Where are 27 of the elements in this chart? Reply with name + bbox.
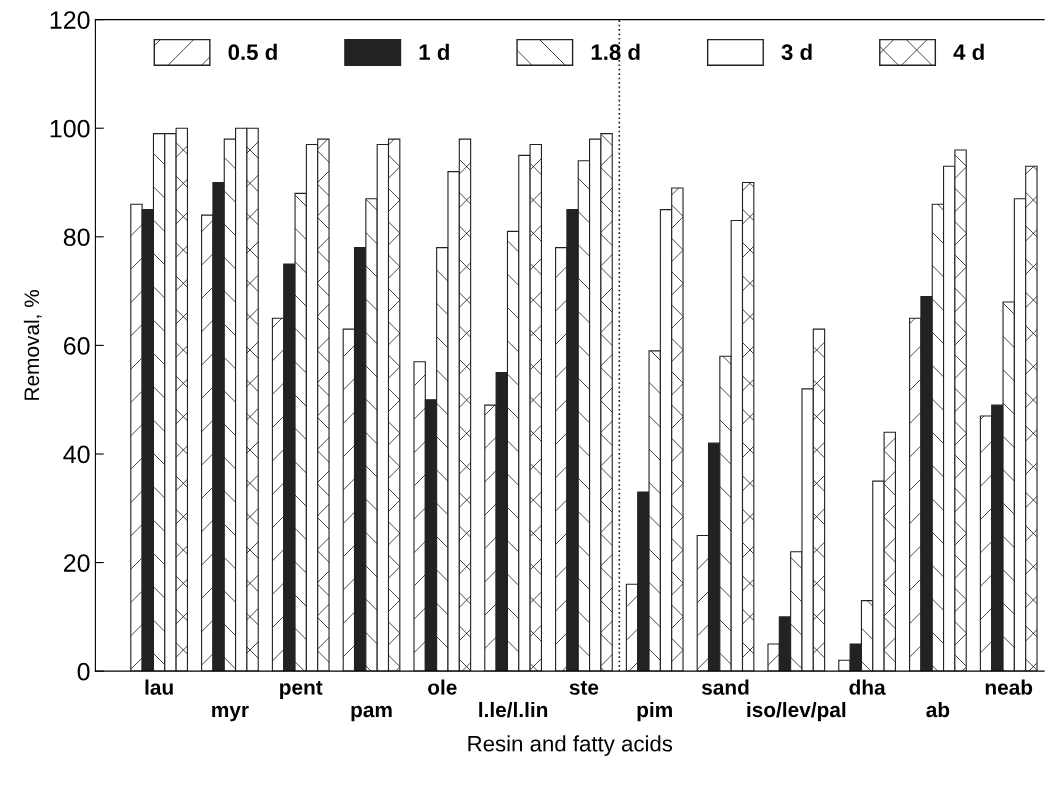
legend-label: 4 d (953, 43, 984, 61)
y-tick-label: 60 (64, 337, 90, 355)
x-tick-label: myr (212, 705, 249, 722)
y-tick-label: 120 (50, 11, 90, 29)
x-tick-label: pam (351, 705, 392, 722)
legend-label: 3 d (781, 43, 812, 61)
x-tick-label: pim (637, 701, 672, 722)
x-tick-label: ole (428, 679, 457, 695)
x-axis-title: Resin and fatty acids (468, 735, 673, 756)
y-tick-label: 0 (77, 662, 90, 681)
x-tick-label: ste (569, 681, 599, 695)
legend-label: 1.8 d (591, 43, 640, 61)
x-tick-label: lau (145, 679, 173, 695)
y-tick-label: 100 (50, 119, 90, 138)
y-axis-title: Removal, % (23, 289, 42, 400)
y-tick-label: 80 (63, 228, 90, 247)
x-tick-label: dha (849, 679, 886, 695)
legend-label: 0.5 d (228, 43, 277, 61)
x-tick-label: pent (280, 681, 323, 699)
legend-label: 1 d (419, 43, 449, 61)
x-tick-label: l.le/l.lin (479, 701, 548, 718)
y-tick-label: 20 (63, 554, 90, 572)
x-tick-label: iso/lev/pal (747, 701, 846, 722)
x-tick-label: neab (985, 679, 1033, 695)
x-tick-label: ab (926, 701, 950, 718)
y-tick-label: 40 (63, 445, 90, 464)
x-tick-label: sand (701, 679, 749, 695)
